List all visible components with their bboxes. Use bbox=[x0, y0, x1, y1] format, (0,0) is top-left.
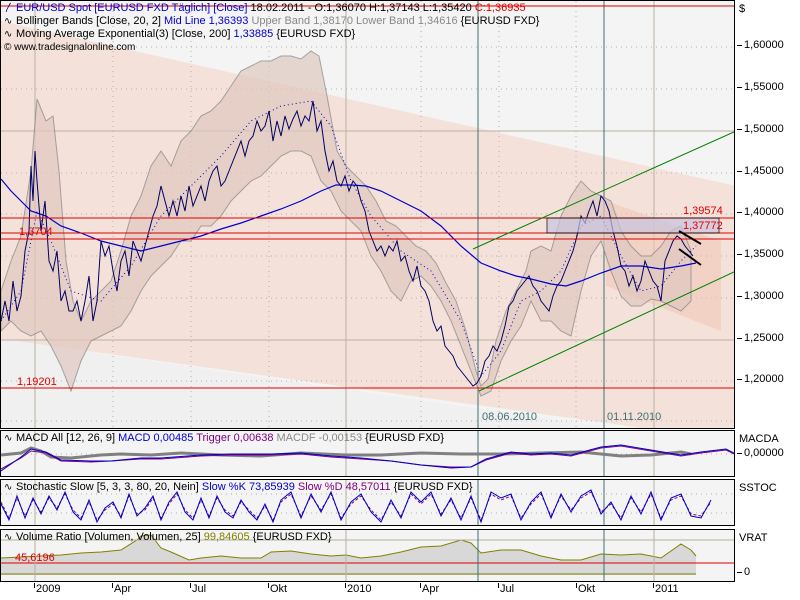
y-tick: 1,55000 bbox=[737, 81, 784, 93]
slow-k-value: Slow %K 73,85939 bbox=[201, 481, 295, 493]
stochastic-axis-label: SSTOC bbox=[739, 482, 777, 494]
y-tick: 0,00000 bbox=[737, 447, 784, 459]
y-tick: 1,35000 bbox=[737, 248, 784, 260]
level-label-3: 1,39574 bbox=[683, 205, 723, 217]
macd-legend: ∿ MACD All [12, 26, 9] MACD 0,00485 Trigg… bbox=[4, 432, 444, 445]
y-tick: 1,20000 bbox=[737, 373, 784, 385]
macd-canvas bbox=[1, 431, 734, 476]
stochastic-canvas bbox=[1, 480, 734, 525]
indicator-icon: ∿ bbox=[4, 16, 13, 27]
indicator-icon: ∿ bbox=[4, 433, 13, 444]
stochastic-panel[interactable]: ∿ Stochastic Slow [5, 3, 3, 80, 20, Nein]… bbox=[0, 479, 735, 526]
volume-symbol: {EURUSD FXD} bbox=[252, 531, 332, 543]
volume-name: Volume Ratio [Volumen, Volumen, 25] bbox=[16, 531, 201, 543]
x-tick: 2009 bbox=[33, 583, 61, 595]
y-tick: 1,45000 bbox=[737, 165, 784, 177]
macd-y-axis[interactable]: MACDA 0,00000 bbox=[737, 430, 800, 477]
price-chart-canvas bbox=[1, 1, 734, 428]
ema-value: 1,33885 bbox=[233, 28, 274, 40]
bollinger-name: Bollinger Bands [Close, 20, 2] bbox=[16, 15, 161, 27]
level-label-4: 1,37772 bbox=[683, 220, 723, 232]
copyright-text: © www.tradesignalonline.com bbox=[4, 42, 136, 53]
indicator-icon: ∿ bbox=[4, 482, 13, 493]
volume-level-label: 45,6196 bbox=[15, 552, 55, 564]
ohlc-values: 18.02.2011 - O:1,36070 H:1,37143 L:1,354… bbox=[250, 2, 472, 14]
volume-canvas bbox=[1, 530, 734, 581]
volume-value: 99,84605 bbox=[203, 531, 250, 543]
volume-ratio-panel[interactable]: ∿ Volume Ratio [Volumen, Volumen, 25] 99,… bbox=[0, 529, 735, 582]
date-marker-1: 08.06.2010 bbox=[482, 411, 538, 423]
price-legend-line2: ∿ Bollinger Bands [Close, 20, 2] Mid Line… bbox=[4, 15, 539, 28]
stochastic-symbol: {EURUSD FXD} bbox=[393, 481, 473, 493]
price-legend-line1: 〳 EUR/USD Spot [EURUSD FXD Täglich] [Clos… bbox=[4, 2, 539, 15]
x-tick: Apr bbox=[111, 583, 132, 595]
stochastic-name: Stochastic Slow [5, 3, 3, 80, 20, Nein] bbox=[16, 481, 199, 493]
y-tick: 1,40000 bbox=[737, 206, 784, 218]
macd-axis-label: MACDA bbox=[739, 433, 779, 445]
bollinger-symbol: {EURUSD FXD} bbox=[460, 15, 540, 27]
level-label-1: 1,3704 bbox=[19, 226, 53, 238]
slow-d-value: Slow %D 48,57011 bbox=[297, 481, 391, 493]
price-legend-line3: ∿ Moving Average Exponential(3) [Close, 2… bbox=[4, 28, 539, 41]
axis-unit: $ bbox=[739, 3, 746, 15]
x-tick: 2010 bbox=[344, 583, 372, 595]
y-tick: 1,60000 bbox=[737, 39, 784, 51]
level-label-2: 1,19201 bbox=[17, 376, 57, 388]
macd-symbol: {EURUSD FXD} bbox=[365, 432, 445, 444]
price-chart-panel[interactable]: 〳 EUR/USD Spot [EURUSD FXD Täglich] [Clos… bbox=[0, 0, 735, 429]
ema-name: Moving Average Exponential(3) [Close, 20… bbox=[16, 28, 231, 40]
trigger-value: Trigger 0,00638 bbox=[196, 432, 274, 444]
indicator-icon: ∿ bbox=[4, 532, 13, 543]
line-series-icon: 〳 bbox=[4, 3, 14, 14]
x-tick: Okt bbox=[267, 583, 288, 595]
price-legend: 〳 EUR/USD Spot [EURUSD FXD Täglich] [Clos… bbox=[4, 2, 539, 54]
macd-panel[interactable]: ∿ MACD All [12, 26, 9] MACD 0,00485 Trigg… bbox=[0, 430, 735, 477]
volume-axis-label: VRAT bbox=[739, 532, 768, 544]
stochastic-y-axis[interactable]: SSTOC bbox=[737, 479, 800, 526]
macd-value: MACD 0,00485 bbox=[118, 432, 194, 444]
x-tick: Jul bbox=[497, 583, 515, 595]
date-marker-2: 01.11.2010 bbox=[607, 411, 662, 423]
instrument-name: EUR/USD Spot [EURUSD FXD Täglich] [Close… bbox=[16, 2, 248, 14]
x-tick: Apr bbox=[419, 583, 440, 595]
volume-y-axis[interactable]: VRAT 0 bbox=[737, 529, 800, 582]
y-tick: 1,30000 bbox=[737, 290, 784, 302]
y-tick: 1,50000 bbox=[737, 123, 784, 135]
ema-symbol: {EURUSD FXD} bbox=[276, 28, 356, 40]
y-tick: 1,25000 bbox=[737, 332, 784, 344]
stochastic-legend: ∿ Stochastic Slow [5, 3, 3, 80, 20, Nein]… bbox=[4, 481, 473, 494]
close-value: C:1,36935 bbox=[474, 2, 526, 14]
macdf-value: MACDF -0,00153 bbox=[276, 432, 363, 444]
volume-legend: ∿ Volume Ratio [Volumen, Volumen, 25] 99,… bbox=[4, 531, 332, 544]
bollinger-bands: Upper Band 1,38170 Lower Band 1,34616 bbox=[251, 15, 458, 27]
y-tick: 0 bbox=[737, 566, 750, 578]
indicator-icon: ∿ bbox=[4, 29, 13, 40]
x-tick: 2011 bbox=[653, 583, 679, 595]
x-tick: Jul bbox=[189, 583, 207, 595]
bollinger-mid: Mid Line 1,36393 bbox=[163, 15, 249, 27]
x-tick: Okt bbox=[575, 583, 596, 595]
macd-name: MACD All [12, 26, 9] bbox=[16, 432, 116, 444]
price-y-axis[interactable]: $ 1,60000 1,55000 1,50000 1,45000 1,4000… bbox=[737, 0, 800, 429]
